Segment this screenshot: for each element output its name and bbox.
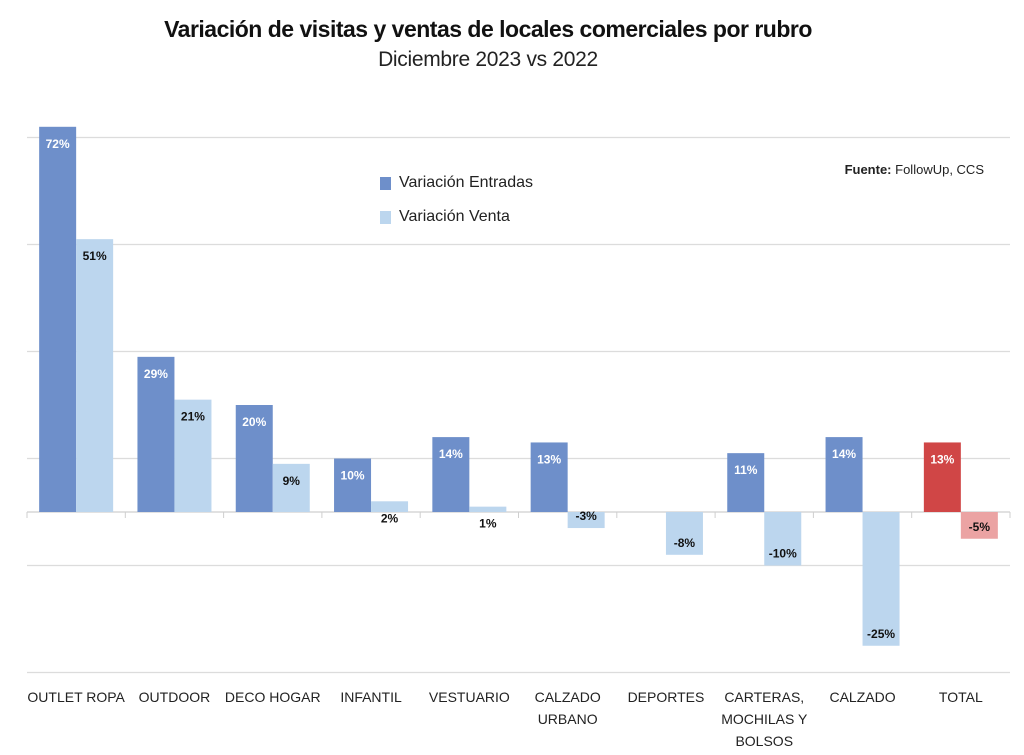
- data-label: 1%: [479, 517, 497, 531]
- data-label: -5%: [969, 520, 991, 534]
- bar-venta: [371, 501, 409, 512]
- bar-venta: [469, 506, 507, 512]
- bar-venta: [665, 512, 703, 555]
- data-label: -8%: [674, 536, 696, 550]
- data-label: 11%: [734, 463, 758, 477]
- legend: Variación Entradas Variación Venta: [380, 166, 533, 234]
- data-label: -3%: [575, 509, 597, 523]
- category-label: VESTUARIO: [429, 689, 510, 705]
- data-label: -10%: [769, 547, 797, 561]
- bar-venta: [174, 399, 212, 512]
- legend-label: Variación Venta: [399, 208, 510, 225]
- bar-entradas: [235, 405, 273, 512]
- category-label: CALZADO: [535, 689, 601, 705]
- data-label: -25%: [867, 627, 895, 641]
- bar-venta: [764, 512, 802, 566]
- data-label: 51%: [83, 249, 107, 263]
- data-label: 13%: [537, 452, 561, 466]
- data-label: 13%: [930, 452, 954, 466]
- bar-venta: [862, 512, 900, 646]
- source-value: FollowUp, CCS: [895, 162, 984, 177]
- category-label: TOTAL: [939, 689, 983, 705]
- category-label: URBANO: [538, 711, 598, 727]
- source-note: Fuente: FollowUp, CCS: [845, 162, 984, 177]
- category-label: DECO HOGAR: [225, 689, 321, 705]
- legend-swatch: [380, 176, 391, 190]
- bar-venta: [960, 512, 998, 539]
- category-label: CARTERAS,: [724, 689, 804, 705]
- category-label: CALZADO: [829, 689, 895, 705]
- legend-label: Variación Entradas: [399, 174, 533, 191]
- legend-item-venta: Variación Venta: [380, 200, 533, 234]
- legend-item-entradas: Variación Entradas: [380, 166, 533, 200]
- data-label: 9%: [283, 474, 301, 488]
- source-label: Fuente:: [844, 162, 892, 177]
- bar-entradas: [530, 442, 568, 512]
- category-label: MOCHILAS Y: [721, 711, 808, 727]
- data-label: 14%: [832, 447, 856, 461]
- legend-swatch: [380, 210, 391, 224]
- data-label: 2%: [381, 511, 399, 525]
- bar-entradas: [137, 356, 175, 512]
- data-label: 14%: [439, 447, 463, 461]
- chart-subtitle: Diciembre 2023 vs 2022: [378, 48, 598, 71]
- data-label: 10%: [341, 469, 365, 483]
- category-label: DEPORTES: [628, 689, 705, 705]
- bar-entradas: [825, 437, 863, 512]
- bar-entradas: [432, 437, 470, 512]
- data-label: 29%: [144, 367, 168, 381]
- category-label: OUTDOOR: [139, 689, 211, 705]
- category-label: OUTLET ROPA: [27, 689, 125, 705]
- bar-entradas: [727, 453, 765, 512]
- category-label: INFANTIL: [340, 689, 402, 705]
- data-label: 20%: [242, 415, 266, 429]
- data-label: 72%: [46, 137, 70, 151]
- chart-title: Variación de visitas y ventas de locales…: [164, 16, 812, 42]
- bar-venta: [272, 463, 310, 512]
- category-label: BOLSOS: [735, 733, 793, 749]
- bar-venta: [567, 512, 605, 529]
- bar-entradas: [334, 458, 372, 512]
- bar-entradas: [923, 442, 961, 512]
- bar-entradas: [39, 126, 77, 513]
- data-label: 21%: [181, 410, 205, 424]
- bar-venta: [76, 239, 114, 512]
